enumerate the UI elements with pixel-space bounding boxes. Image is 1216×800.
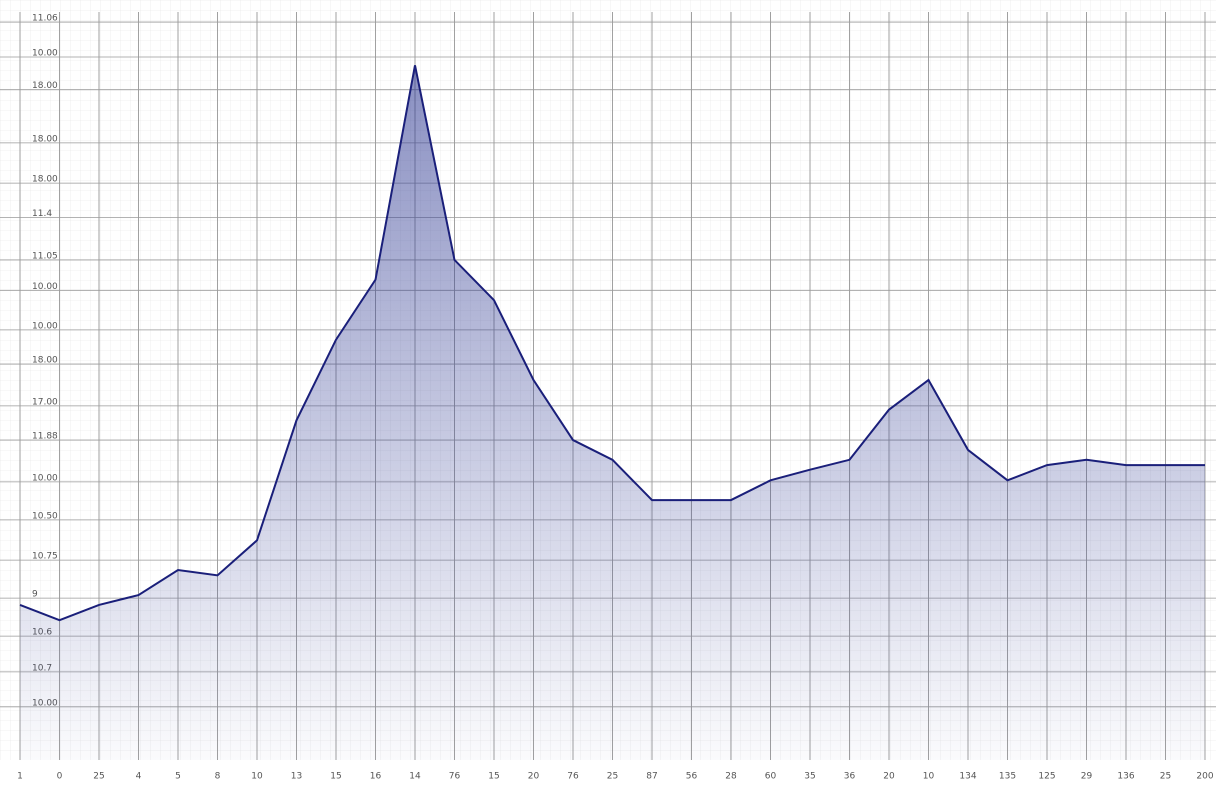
x-tick-label: 25 [607,772,618,782]
x-tick-label: 25 [93,772,104,782]
x-tick-label: 200 [1196,772,1213,782]
x-tick-label: 5 [175,772,181,782]
y-tick-label: 10.50 [32,511,58,521]
x-tick-label: 136 [1117,772,1134,782]
y-tick-label: 11.88 [32,432,58,442]
x-tick-label: 87 [646,772,657,782]
x-tick-label: 35 [804,772,815,782]
line [19,65,1205,622]
x-tick-label: 29 [1081,772,1093,782]
x-tick-label: 20 [528,772,540,782]
x-tick-label: 125 [1038,772,1055,782]
x-tick-label: 1 [17,772,23,782]
y-tick-label: 11.4 [32,209,52,219]
x-tick-label: 36 [844,772,856,782]
x-tick-label: 25 [1160,772,1171,782]
x-tick-label: 56 [686,772,698,782]
x-tick-label: 0 [57,772,63,782]
y-tick-label: 10.75 [32,552,58,562]
x-tick-label: 10 [923,772,935,782]
x-tick-label: 60 [765,772,777,782]
y-tick-label: 10.00 [32,321,58,331]
x-tick-label: 76 [449,772,461,782]
x-tick-label: 15 [330,772,341,782]
y-tick-label: 9 [32,590,38,600]
y-tick-label: 17.00 [32,397,58,407]
line-area [20,65,1205,761]
y-tick-label: 18.00 [32,134,58,144]
x-tick-label: 28 [725,772,737,782]
y-tick-label: 10.00 [32,49,58,59]
y-tick-label: 11.05 [32,251,58,261]
y-tick-label: 11.06 [32,14,58,24]
y-tick-label: 18.00 [32,175,58,185]
x-tick-label: 76 [567,772,579,782]
y-tick-label: 10.00 [32,473,58,483]
x-tick-label: 4 [136,772,142,782]
x-tick-label: 20 [883,772,895,782]
x-tick-label: 13 [291,772,302,782]
y-tick-label: 18.00 [32,81,58,91]
x-tick-label: 8 [215,772,221,782]
x-tick-label: 16 [370,772,382,782]
x-tick-label: 10 [251,772,263,782]
x-tick-label: 14 [409,772,421,782]
x-tick-label: 15 [488,772,499,782]
y-tick-label: 18.00 [32,356,58,366]
y-tick-label: 10.00 [32,282,58,292]
x-tick-label: 135 [999,772,1016,782]
x-tick-label: 134 [959,772,976,782]
